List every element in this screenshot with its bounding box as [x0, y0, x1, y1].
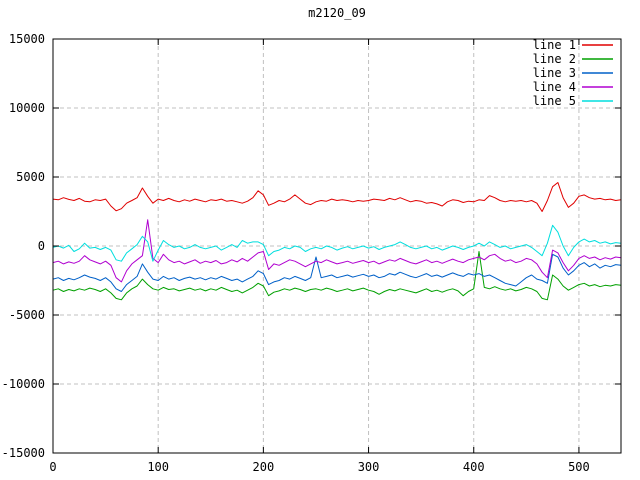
legend-label: line 5	[533, 94, 576, 108]
x-tick-label: 300	[358, 460, 380, 474]
legend-label: line 3	[533, 66, 576, 80]
series-line-4	[52, 219, 622, 283]
legend-label: line 2	[533, 52, 576, 66]
series-line-1	[52, 182, 622, 212]
legend-label: line 4	[533, 80, 576, 94]
x-tick-label: 100	[147, 460, 169, 474]
x-tick-label: 200	[253, 460, 275, 474]
x-tick-label: 0	[49, 460, 56, 474]
series-line-5	[52, 224, 622, 262]
y-tick-label: 15000	[9, 32, 45, 46]
y-tick-label: 5000	[16, 170, 45, 184]
series-line-3	[52, 253, 622, 292]
x-tick-label: 400	[463, 460, 485, 474]
y-tick-label: 0	[38, 239, 45, 253]
x-tick-label: 500	[568, 460, 590, 474]
legend-label: line 1	[533, 38, 576, 52]
y-tick-label: -5000	[9, 308, 45, 322]
series-line-2	[52, 251, 622, 301]
chart-title: m2120_09	[308, 6, 366, 20]
y-tick-label: -10000	[2, 377, 45, 391]
y-tick-label: -15000	[2, 446, 45, 460]
y-tick-label: 10000	[9, 101, 45, 115]
